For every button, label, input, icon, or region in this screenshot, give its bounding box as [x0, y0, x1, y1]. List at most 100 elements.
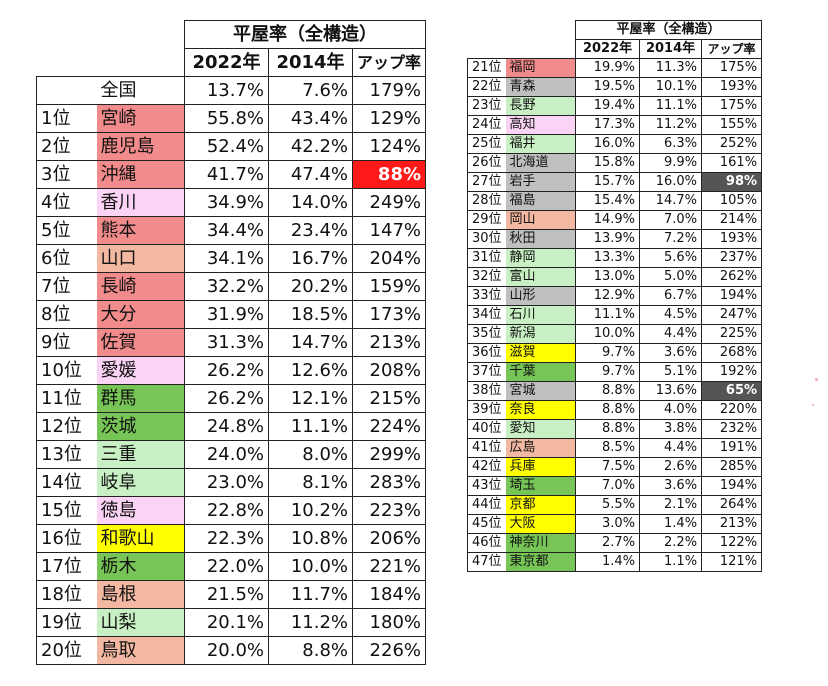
value-2022-cell: 8.8% — [575, 419, 641, 439]
value-2014-cell: 1.4% — [639, 514, 703, 534]
rank-cell: 20位 — [36, 636, 97, 665]
table-row: 3位 沖縄 41.7% 47.4% 88% — [36, 160, 427, 189]
up-rate-cell: 225% — [701, 324, 763, 344]
up-rate-cell: 129% — [351, 104, 427, 133]
value-2022-cell: 15.8% — [575, 153, 641, 173]
table-row: 16位 和歌山 22.3% 10.8% 206% — [36, 524, 427, 553]
up-rate-cell: 147% — [351, 216, 427, 245]
table-row: 41位 広島 8.5% 4.4% 191% — [466, 438, 763, 458]
table-row: 19位 山梨 20.1% 11.2% 180% — [36, 608, 427, 637]
value-2022-cell: 19.4% — [575, 96, 641, 116]
table-row: 29位 岡山 14.9% 7.0% 214% — [466, 210, 763, 230]
value-2022-cell: 22.3% — [184, 524, 269, 553]
value-2022-cell: 16.0% — [575, 134, 641, 154]
prefecture-cell: 福岡 — [505, 58, 577, 78]
table-row: 34位 石川 11.1% 4.5% 247% — [466, 305, 763, 325]
up-rate-cell: 124% — [351, 132, 427, 161]
value-2014-cell: 18.5% — [268, 300, 353, 329]
table-row: 47位 東京都 1.4% 1.1% 121% — [466, 552, 763, 572]
table-title: 平屋率（全構造） — [575, 20, 763, 40]
value-2014-cell: 16.0% — [639, 172, 703, 192]
up-rate-cell: 175% — [701, 58, 763, 78]
up-rate-cell: 121% — [701, 552, 763, 572]
value-2014-cell: 4.4% — [639, 438, 703, 458]
table-row: 21位 福岡 19.9% 11.3% 175% — [466, 58, 763, 78]
value-2014-cell: 11.3% — [639, 58, 703, 78]
rank-cell: 21位 — [466, 58, 506, 78]
prefecture-cell: 奈良 — [505, 400, 577, 420]
value-2022-cell: 19.9% — [575, 58, 641, 78]
value-2022-cell: 17.3% — [575, 115, 641, 135]
prefecture-cell: 山口 — [96, 244, 185, 273]
table-row: 44位 京都 5.5% 2.1% 264% — [466, 495, 763, 515]
rank-cell: 42位 — [466, 457, 506, 477]
prefecture-cell: 新潟 — [505, 324, 577, 344]
value-2014-cell: 8.1% — [268, 468, 353, 497]
up-rate-cell: 191% — [701, 438, 763, 458]
value-2014-cell: 14.7% — [268, 328, 353, 357]
value-2022-cell: 26.2% — [184, 384, 269, 413]
table-row: 9位 佐賀 31.3% 14.7% 213% — [36, 328, 427, 357]
table-row: 20位 鳥取 20.0% 8.8% 226% — [36, 636, 427, 665]
value-2022-cell: 5.5% — [575, 495, 641, 515]
rank-cell: 13位 — [36, 440, 97, 469]
value-2014-cell: 2.6% — [639, 457, 703, 477]
rank-cell: 40位 — [466, 419, 506, 439]
value-2022-cell: 2.7% — [575, 533, 641, 553]
value-2014-cell: 10.2% — [268, 496, 353, 525]
rank-cell: 11位 — [36, 384, 97, 413]
rank-cell: 36位 — [466, 343, 506, 363]
up-rate-cell: 226% — [351, 636, 427, 665]
value-2014-cell: 10.0% — [268, 552, 353, 581]
value-2014-cell: 2.2% — [639, 533, 703, 553]
prefecture-cell: 神奈川 — [505, 533, 577, 553]
prefecture-cell: 全国 — [96, 76, 185, 105]
up-rate-cell: 247% — [701, 305, 763, 325]
value-2014-cell: 6.3% — [639, 134, 703, 154]
table-row: 8位 大分 31.9% 18.5% 173% — [36, 300, 427, 329]
prefecture-cell: 福島 — [505, 191, 577, 211]
table-row: 12位 茨城 24.8% 11.1% 224% — [36, 412, 427, 441]
value-2014-cell: 7.2% — [639, 229, 703, 249]
rank-cell: 12位 — [36, 412, 97, 441]
up-rate-cell: 184% — [351, 580, 427, 609]
prefecture-cell: 鹿児島 — [96, 132, 185, 161]
table-row: 25位 福井 16.0% 6.3% 252% — [466, 134, 763, 154]
rank-cell: 26位 — [466, 153, 506, 173]
up-rate-cell: 285% — [701, 457, 763, 477]
rank-cell: 27位 — [466, 172, 506, 192]
value-2022-cell: 26.2% — [184, 356, 269, 385]
value-2022-cell: 20.1% — [184, 608, 269, 637]
table-row: 28位 福島 15.4% 14.7% 105% — [466, 191, 763, 211]
rank-cell: 17位 — [36, 552, 97, 581]
rank-cell: 9位 — [36, 328, 97, 357]
value-2022-cell: 21.5% — [184, 580, 269, 609]
value-2022-cell: 32.2% — [184, 272, 269, 301]
up-rate-cell: 194% — [701, 286, 763, 306]
ranking-table-right: 平屋率（全構造） 2022年 2014年 アップ率 21位 福岡 19.9% 11.3… — [466, 20, 763, 572]
up-rate-cell: 232% — [701, 419, 763, 439]
value-2014-cell: 20.2% — [268, 272, 353, 301]
up-rate-cell: 221% — [351, 552, 427, 581]
decorative-dot — [815, 378, 818, 381]
up-rate-cell: 65% — [701, 381, 763, 401]
value-2014-cell: 8.0% — [268, 440, 353, 469]
value-2022-cell: 15.4% — [575, 191, 641, 211]
value-2014-cell: 11.1% — [639, 96, 703, 116]
table-row: 7位 長崎 32.2% 20.2% 159% — [36, 272, 427, 301]
rank-cell — [36, 76, 97, 105]
value-2022-cell: 41.7% — [184, 160, 269, 189]
column-header-2014: 2014年 — [268, 48, 353, 77]
value-2014-cell: 11.7% — [268, 580, 353, 609]
column-header-up-rate: アップ率 — [701, 39, 763, 59]
value-2014-cell: 2.1% — [639, 495, 703, 515]
table-row: 36位 滋賀 9.7% 3.6% 268% — [466, 343, 763, 363]
prefecture-cell: 静岡 — [505, 248, 577, 268]
prefecture-cell: 大分 — [96, 300, 185, 329]
rank-cell: 44位 — [466, 495, 506, 515]
rank-cell: 30位 — [466, 229, 506, 249]
rank-cell: 16位 — [36, 524, 97, 553]
value-2022-cell: 8.5% — [575, 438, 641, 458]
rank-cell: 24位 — [466, 115, 506, 135]
value-2014-cell: 1.1% — [639, 552, 703, 572]
